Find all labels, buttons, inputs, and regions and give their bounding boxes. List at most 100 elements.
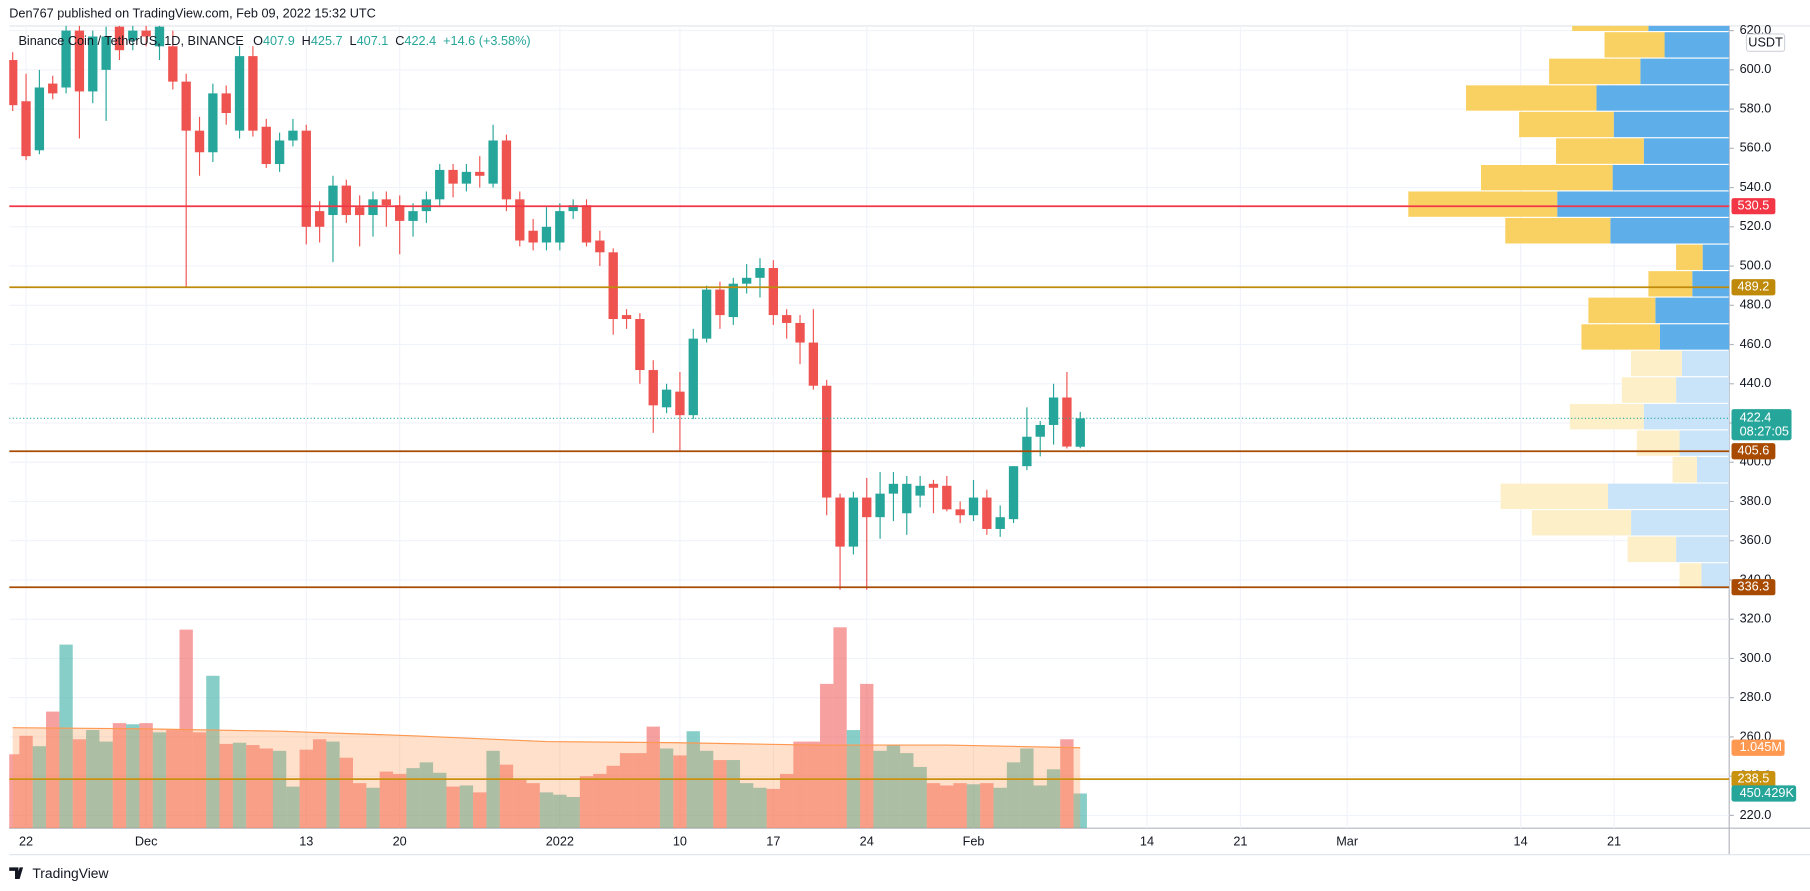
candle-body (128, 30, 138, 41)
profile-down (1692, 271, 1730, 297)
volume-ma-area (12, 727, 1081, 829)
volume-bar (900, 753, 914, 829)
x-tick-label: Feb (963, 834, 985, 848)
volume-bar (326, 741, 340, 829)
candle-body (741, 277, 752, 284)
volume-bar (499, 764, 514, 829)
profile-down (1655, 297, 1730, 324)
volume-bar (259, 748, 273, 829)
candle-body (421, 199, 432, 212)
candle-body (288, 130, 298, 141)
candle-body (168, 46, 178, 82)
profile-down (1664, 32, 1730, 58)
level-label: 489.2 (1738, 280, 1770, 294)
brand: TradingView (32, 865, 109, 881)
candle-body (608, 252, 618, 320)
volume-bar (339, 757, 353, 829)
candle-body (261, 126, 271, 165)
volume-bar (459, 785, 474, 829)
profile-up (1679, 563, 1702, 589)
y-tick-label: 220.0 (1740, 808, 1772, 822)
volume-label: 450.429K (1740, 786, 1795, 800)
volume-bar (966, 784, 981, 829)
candle-body (448, 169, 458, 184)
profile-down (1702, 244, 1730, 270)
volume-bar (312, 739, 327, 829)
profile-up (1581, 324, 1660, 350)
y-tick-label: 520.0 (1740, 219, 1772, 233)
level-label: 336.3 (1738, 580, 1770, 594)
y-tick-label: 600.0 (1740, 62, 1772, 76)
candle-body (368, 199, 378, 216)
axes: 220.0240.0260.0280.0300.0320.0340.0360.0… (19, 23, 1797, 848)
volume-bar (726, 760, 740, 829)
y-tick-label: 380.0 (1740, 494, 1772, 508)
legend-title: Binance Coin / TetherUS, 1D, BINANCE (18, 34, 243, 48)
profile-down (1557, 191, 1730, 217)
volume-bar (566, 796, 580, 829)
candle-body (221, 93, 231, 114)
volume-bar (232, 742, 247, 829)
volume-bar (659, 748, 674, 829)
volume-bar (72, 739, 87, 829)
grid (9, 25, 1730, 829)
level-label: 238.5 (1738, 771, 1770, 785)
volume-label-box (1731, 785, 1797, 802)
profile-down (1643, 403, 1730, 430)
profile-down (1648, 25, 1730, 32)
candle-body (955, 509, 965, 516)
volume-bar (19, 735, 33, 829)
level-label: 405.6 (1738, 444, 1770, 458)
profile-down (1612, 164, 1730, 191)
volume-bar (352, 783, 367, 829)
publisher: Den767 published on TradingView.com, Feb… (9, 7, 376, 21)
candle-body (314, 211, 325, 227)
profile-up (1621, 377, 1677, 403)
candle-body (875, 493, 885, 518)
x-tick-label: 2022 (546, 834, 574, 848)
volume-bar (473, 792, 487, 829)
candle-body (661, 389, 672, 408)
volume-bar (553, 794, 567, 829)
legend-change: +14.6 (+3.58%) (443, 34, 530, 48)
level-label: 530.5 (1738, 199, 1770, 213)
profile-up (1481, 164, 1613, 191)
candle-body (274, 140, 285, 165)
candle-body (648, 370, 658, 406)
volume-bar (993, 787, 1007, 829)
currency-box (1745, 33, 1786, 52)
candle-body (701, 289, 712, 339)
candle-body (48, 83, 58, 94)
candle-body (715, 289, 725, 316)
level-label-box (1731, 579, 1776, 596)
level-label-box (1731, 198, 1776, 215)
volume-bar (112, 723, 127, 829)
profile-down (1631, 510, 1730, 536)
x-tick-label: 17 (766, 834, 780, 848)
volume-bar (286, 786, 300, 829)
ma-label: 1.045M (1740, 740, 1782, 754)
volume-bar (980, 783, 994, 829)
volume-bar (299, 749, 313, 829)
candle-body (208, 93, 218, 153)
y-tick-label: 320.0 (1740, 612, 1772, 626)
volume-bar (1073, 793, 1087, 829)
legend-value: 425.7 (311, 34, 343, 48)
y-tick-label: 580.0 (1740, 101, 1772, 115)
candle-body (9, 60, 18, 106)
volume-bar (780, 773, 794, 829)
x-tick-label: 20 (393, 834, 407, 848)
volume-bar (206, 675, 220, 829)
profile-up (1648, 271, 1693, 297)
volume-bar (860, 683, 874, 829)
volume-bar (539, 792, 554, 829)
x-tick-label: Mar (1336, 834, 1359, 848)
volume-ma-line (12, 727, 1081, 749)
volume-bar (139, 723, 153, 829)
candle-body (141, 30, 151, 37)
profile-down (1613, 111, 1730, 138)
candle-body (21, 101, 31, 157)
x-tick-label: 21 (1607, 834, 1621, 848)
candle-body (114, 26, 125, 51)
